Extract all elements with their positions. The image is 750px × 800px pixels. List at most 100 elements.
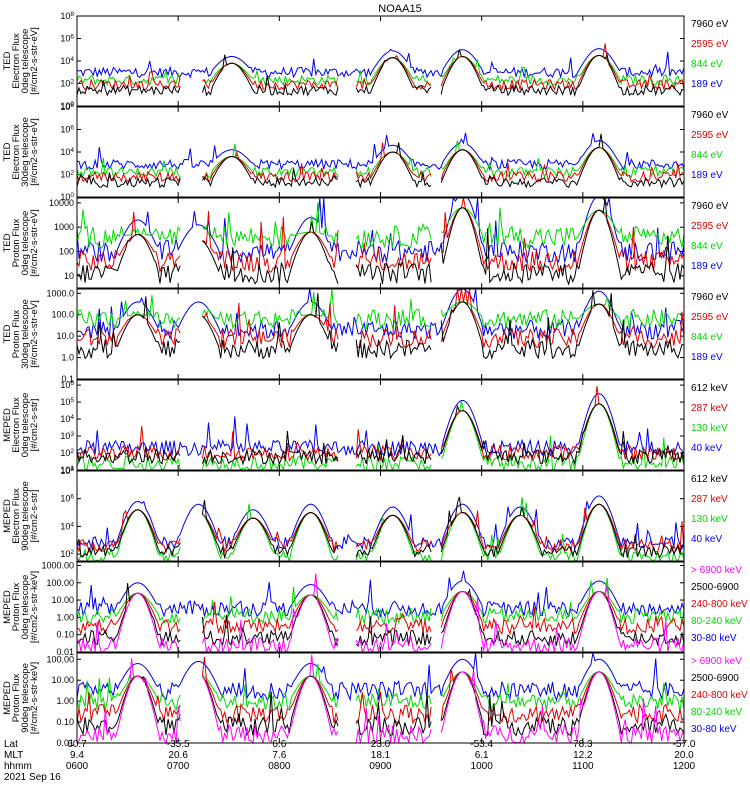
lat-row-label: Lat [4, 739, 18, 750]
y-tick-label: 10.00 [51, 595, 74, 605]
y-axis-label: MEPEDElectron Flux0deg telescope[#/cm2-s… [2, 393, 40, 457]
legend-entry: 2595 eV [691, 312, 729, 323]
y-tick-label: 1.00 [56, 696, 74, 706]
panels: 100 102 104 106 108 TEDElectron Flux0deg tele… [2, 11, 748, 749]
y-tick-label: 102 [60, 549, 74, 560]
x-tick-lat: -35.5 [167, 739, 190, 750]
y-tick-label: 102 [60, 448, 74, 459]
legend-entry: 240-800 keV [691, 599, 748, 610]
series-line-40-kev [76, 495, 685, 551]
x-tick-mlt: 20.0 [674, 750, 694, 761]
series-line-80-240-kev [76, 663, 685, 712]
legend-entry: 7960 eV [691, 110, 729, 121]
legend-entry: 612 keV [691, 474, 728, 485]
y-axis-label: TEDProton Flux30deg telescope[#/cm2-s-st… [2, 299, 40, 369]
y-tick-label: 1.0 [61, 353, 74, 363]
panel-5: 101 102 103 104 105 106 MEPEDElectron Flux0deg… [2, 379, 728, 475]
y-tick-label: 108 [60, 11, 74, 22]
series-line-844-ev [76, 54, 685, 87]
series-line-189-ev [77, 132, 685, 172]
y-tick-label: 104 [60, 147, 74, 158]
x-tick-lat: -57.0 [673, 739, 696, 750]
legend-entry: 7960 eV [691, 292, 729, 303]
y-tick-label: 100 [60, 192, 74, 203]
legend-entry: 2500-6900 [691, 582, 739, 593]
series-line-130-kev [76, 497, 685, 563]
y-tick-label: 104 [60, 56, 74, 67]
legend-entry: 189 eV [691, 352, 723, 363]
series-line-844-ev [76, 288, 685, 331]
series-line-7960-ev [76, 197, 685, 286]
x-tick-hhmm: 0700 [167, 761, 190, 772]
y-tick-label: 0.10 [56, 630, 74, 640]
y-tick-label: 104 [60, 414, 74, 425]
series-line-189-ev [76, 48, 685, 80]
x-tick-mlt: 6.1 [475, 750, 489, 761]
x-tick-mlt: 9.4 [70, 750, 84, 761]
legend-entry: 30-80 keV [691, 633, 737, 644]
legend-entry: 40 keV [691, 534, 722, 545]
y-tick-label: 108 [60, 466, 74, 477]
x-tick-mlt: 20.6 [168, 750, 188, 761]
legend-entry: 2595 eV [691, 39, 729, 50]
legend-entry: 287 keV [691, 403, 728, 414]
x-tick-hhmm: 0900 [369, 761, 392, 772]
y-tick-label: 0.1 [61, 374, 74, 384]
x-tick-mlt: 12.2 [573, 750, 593, 761]
legend-entry: 844 eV [691, 332, 723, 343]
legend-entry: 7960 eV [691, 19, 729, 30]
y-tick-label: 10.0 [56, 331, 74, 341]
panel-frame [76, 561, 685, 653]
x-tick-lat: 23.0 [371, 739, 391, 750]
y-tick-label: 102 [60, 169, 74, 180]
series-line--6900-kev [76, 573, 685, 654]
series-line-80-240-kev [76, 577, 685, 625]
x-tick-hhmm: 1200 [673, 761, 696, 772]
y-tick-label: 1.00 [56, 612, 74, 622]
legend-entry: 2500-6900 [691, 673, 739, 684]
x-tick-mlt: 18.1 [371, 750, 391, 761]
x-tick-lat: 78.3 [573, 739, 593, 750]
legend-entry: 189 eV [691, 79, 723, 90]
y-axis-label: MEPEDProton Flux90deg telescope[#/cm2-s-… [2, 662, 40, 734]
panel-6: 102 104 106 108 MEPEDElectron Flux90deg tele… [2, 466, 728, 563]
y-tick-label: 106 [60, 380, 74, 391]
y-tick-label: 1000 [54, 222, 74, 232]
y-axis-label: MEPEDElectron Flux90deg telescope[#/cm2-… [2, 481, 40, 551]
y-tick-label: 100.0 [51, 310, 74, 320]
y-tick-label: 100.00 [46, 578, 74, 588]
series-line-2595-ev [76, 43, 685, 92]
series-line-844-ev [76, 202, 685, 250]
legend-entry: 80-240 keV [691, 616, 742, 627]
series-line-30-80-kev [76, 570, 685, 619]
y-tick-label: 100 [59, 247, 74, 257]
y-tick-label: 1000.00 [41, 560, 74, 570]
y-tick-label: 10.00 [51, 675, 74, 685]
y-axis-label: MEPEDProton Flux0deg telescope[#/cm2-s-s… [2, 571, 40, 643]
legend-entry: 2595 eV [691, 130, 729, 141]
series-line-2500-6900 [76, 671, 685, 737]
y-tick-label: 102 [60, 78, 74, 89]
series-line-2500-6900 [76, 583, 685, 648]
x-tick-hhmm: 0800 [268, 761, 291, 772]
legend-entry: > 6900 keV [691, 656, 742, 667]
y-tick-label: 0.10 [56, 717, 74, 727]
y-tick-label: 100 [60, 101, 74, 112]
series-line-7960-ev [76, 49, 685, 98]
legend-entry: 130 keV [691, 423, 728, 434]
figure-title: NOAA15 [378, 3, 421, 15]
panel-2: 100 102 104 106 108 TEDElectron Flux30deg tel… [2, 102, 729, 203]
legend-entry: 844 eV [691, 241, 723, 252]
x-tick-lat: -53.4 [470, 739, 493, 750]
series-line-189-ev [76, 196, 685, 264]
x-tick-lat: 6.6 [272, 739, 286, 750]
y-tick-label: 104 [60, 521, 74, 532]
legend-entry: 2595 eV [691, 221, 729, 232]
panel-3: 10 100 1000 10000 TEDProton Flux0deg telesco… [2, 196, 729, 289]
legend-entry: 7960 eV [691, 201, 729, 212]
x-tick-mlt: 7.6 [272, 750, 286, 761]
